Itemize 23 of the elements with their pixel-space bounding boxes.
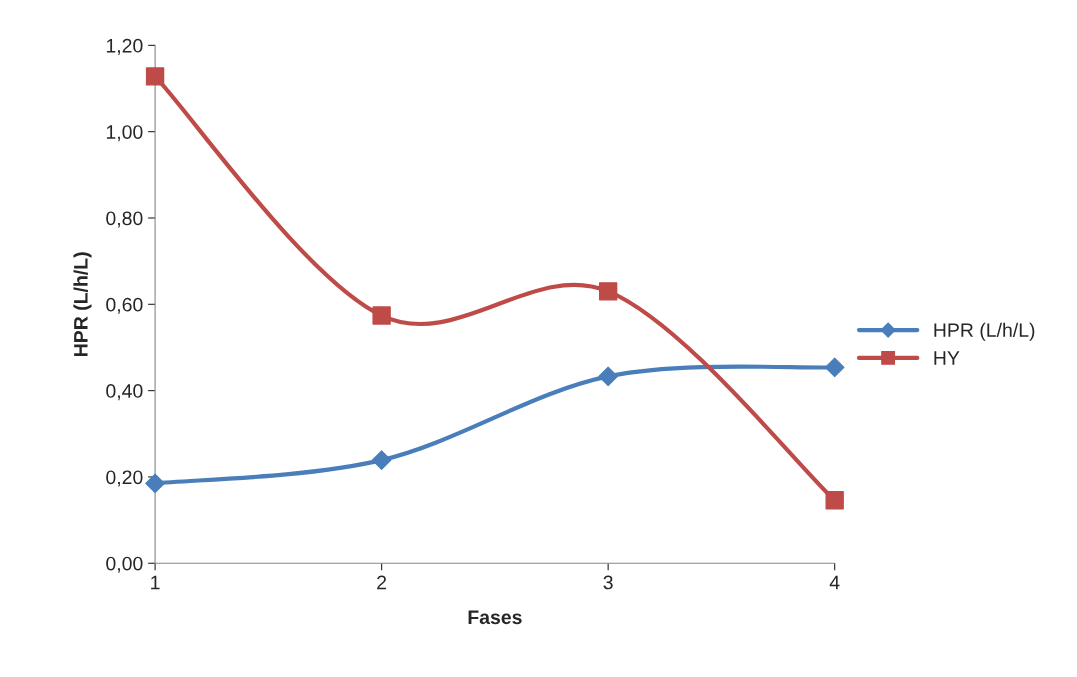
point [145, 67, 165, 86]
x-tick-label: 1 [151, 575, 160, 590]
legend-label: HPR (L/h/L) [934, 322, 1035, 341]
y-tick-label: 0,40 [106, 384, 143, 401]
x-tick-label: 3 [603, 575, 613, 590]
point [371, 450, 392, 470]
point [824, 357, 845, 378]
y-axis-title: HPR (L/h/L) [73, 252, 92, 356]
x-tick-label: 2 [377, 575, 387, 590]
point [825, 491, 844, 510]
y-tick-label: 1,00 [106, 125, 143, 142]
x-axis-title: Fases [468, 610, 522, 625]
point [372, 306, 391, 325]
y-tick-label: 0,20 [106, 470, 143, 487]
point [598, 282, 618, 301]
point [598, 366, 618, 387]
y-tick-label: 1,20 [106, 38, 143, 55]
y-tick-label: 0,00 [106, 556, 143, 573]
point [145, 473, 165, 494]
y-tick-label: 0,80 [106, 211, 143, 228]
y-tick-label: 0,60 [106, 297, 143, 314]
x-tick-label: 4 [829, 575, 840, 590]
legend-label: HY [934, 351, 960, 365]
